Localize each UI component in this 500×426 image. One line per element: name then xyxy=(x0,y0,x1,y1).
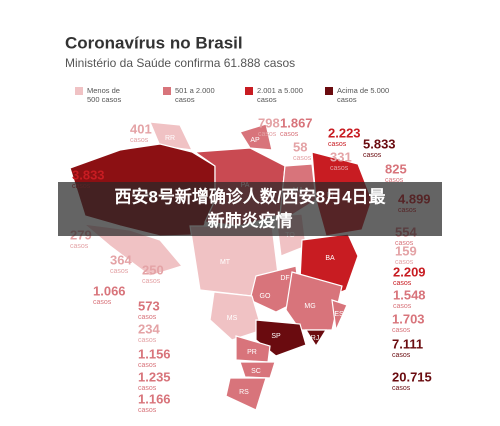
case-unit: casos xyxy=(392,385,411,392)
state-abbr: BA xyxy=(325,255,335,262)
case-count: 3.833 xyxy=(72,167,105,182)
state-shape xyxy=(149,121,194,151)
legend-swatch xyxy=(75,87,83,95)
case-unit: casos xyxy=(328,141,347,148)
case-unit: casos xyxy=(138,314,157,321)
case-count: 234 xyxy=(138,321,160,336)
case-count: 825 xyxy=(385,161,407,176)
state-abbr: RJ xyxy=(311,335,320,342)
state-abbr: MG xyxy=(304,303,315,310)
title: Coronavírus no Brasil xyxy=(65,33,243,52)
case-count: 2.209 xyxy=(393,264,426,279)
state-abbr: ES xyxy=(334,311,344,318)
case-count: 1.066 xyxy=(93,283,126,298)
case-unit: casos xyxy=(130,137,149,144)
legend-label: 500 casos xyxy=(87,95,121,104)
state-abbr: AP xyxy=(250,137,260,144)
case-count: 159 xyxy=(395,243,417,258)
caption-overlay xyxy=(58,182,442,236)
case-count: 5.833 xyxy=(363,136,396,151)
legend-label: casos xyxy=(257,95,277,104)
legend-label: casos xyxy=(337,95,357,104)
case-count: 1.548 xyxy=(393,287,426,302)
case-count: 1.703 xyxy=(392,311,425,326)
caption-line: 新肺炎疫情 xyxy=(208,210,293,230)
state-abbr: RR xyxy=(165,135,175,142)
case-count: 1.235 xyxy=(138,369,171,384)
state-abbr: MT xyxy=(220,259,231,266)
case-unit: casos xyxy=(395,259,414,266)
case-count: 7.111 xyxy=(392,336,423,351)
case-count: 401 xyxy=(130,121,152,136)
case-count: 798 xyxy=(258,115,280,130)
legend-swatch xyxy=(163,87,171,95)
legend-swatch xyxy=(325,87,333,95)
case-count: 2.223 xyxy=(328,125,361,140)
state-abbr: PR xyxy=(247,349,257,356)
state-abbr: RS xyxy=(239,389,249,396)
case-unit: casos xyxy=(392,327,411,334)
case-count: 1.166 xyxy=(138,391,171,406)
case-unit: casos xyxy=(138,385,157,392)
case-count: 20.715 xyxy=(392,369,432,384)
case-unit: casos xyxy=(110,268,129,275)
case-count: 364 xyxy=(110,252,132,267)
case-unit: casos xyxy=(138,337,157,344)
case-unit: casos xyxy=(393,303,412,310)
state-shape xyxy=(239,123,273,151)
state-shape xyxy=(225,377,267,411)
case-unit: casos xyxy=(70,243,89,250)
case-count: 58 xyxy=(293,139,307,154)
state-abbr: SP xyxy=(271,333,281,340)
state-shape xyxy=(304,329,328,348)
state-shape xyxy=(331,299,348,333)
case-count: 331 xyxy=(330,149,352,164)
case-unit: casos xyxy=(280,131,299,138)
state-abbr: SC xyxy=(251,368,261,375)
case-unit: casos xyxy=(330,165,349,172)
state-shape xyxy=(209,291,263,341)
case-count: 250 xyxy=(142,262,164,277)
state-shape xyxy=(239,361,276,379)
legend-label: Menos de xyxy=(87,86,120,95)
case-unit: casos xyxy=(93,299,112,306)
case-count: 1.156 xyxy=(138,346,171,361)
case-unit: casos xyxy=(392,352,411,359)
case-unit: casos xyxy=(138,407,157,414)
case-unit: casos xyxy=(385,177,404,184)
case-unit: casos xyxy=(363,152,382,159)
case-unit: casos xyxy=(393,280,412,287)
legend-swatch xyxy=(245,87,253,95)
subtitle: Ministério da Saúde confirma 61.888 caso… xyxy=(65,56,295,70)
case-unit: casos xyxy=(258,131,277,138)
case-unit: casos xyxy=(395,240,414,247)
legend-label: 2.001 a 5.000 xyxy=(257,86,303,95)
case-unit: casos xyxy=(293,155,312,162)
case-count: 573 xyxy=(138,298,160,313)
state-abbr: GO xyxy=(260,293,271,300)
caption-line: 西安8号新增确诊人数/西安8月4日最 xyxy=(114,186,386,206)
case-unit: casos xyxy=(138,362,157,369)
legend-label: 501 a 2.000 xyxy=(175,86,215,95)
legend-label: Acima de 5.000 xyxy=(337,86,389,95)
case-unit: casos xyxy=(142,278,161,285)
case-count: 1.867 xyxy=(280,115,313,130)
legend-label: casos xyxy=(175,95,195,104)
state-abbr: MS xyxy=(227,315,238,322)
state-abbr: DF xyxy=(280,275,289,282)
